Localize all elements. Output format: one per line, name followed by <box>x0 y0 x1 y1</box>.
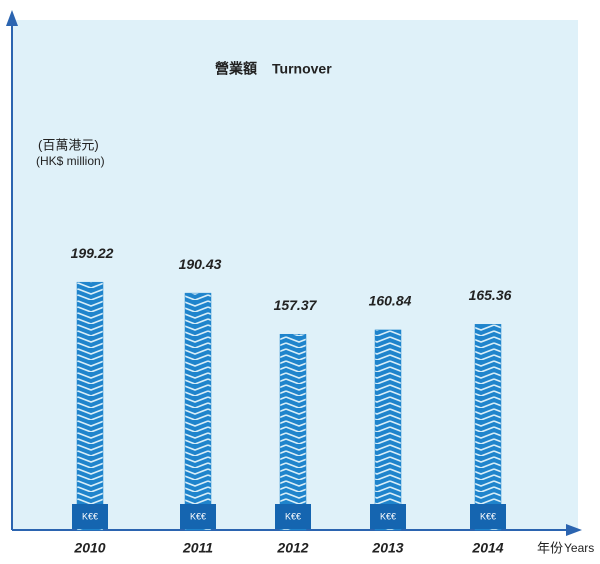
x-tick-label: 2012 <box>276 540 308 556</box>
value-label: 160.84 <box>369 293 412 309</box>
bar <box>474 324 502 531</box>
bar-badge: K€€ <box>190 511 206 521</box>
x-axis-label-en: Years <box>564 541 594 555</box>
bar <box>184 292 212 531</box>
x-tick-label: 2011 <box>182 540 213 556</box>
bar <box>279 333 307 531</box>
bar-badge: K€€ <box>82 511 98 521</box>
value-label: 165.36 <box>469 287 512 303</box>
value-label: 157.37 <box>274 297 318 313</box>
x-tick-label: 2014 <box>471 540 503 556</box>
y-axis-label: (百萬港元) <box>38 137 99 152</box>
bar-badge-box <box>275 504 311 529</box>
x-axis-label: 年份 <box>537 540 563 555</box>
bar-badge-box <box>72 504 108 529</box>
x-tick-label: 2010 <box>73 540 105 556</box>
bar-badge-box <box>470 504 506 529</box>
bar-badge: K€€ <box>480 511 496 521</box>
bar-badge-box <box>370 504 406 529</box>
bar <box>374 329 402 531</box>
value-label: 199.22 <box>71 245 114 261</box>
x-tick-label: 2013 <box>371 540 403 556</box>
y-axis-label-en: (HK$ million) <box>36 154 105 168</box>
bar-badge: K€€ <box>285 511 301 521</box>
bar-badge-box <box>180 504 216 529</box>
y-axis-arrow <box>6 10 18 26</box>
chart-title-en: Turnover <box>272 61 332 77</box>
value-label: 190.43 <box>179 256 222 272</box>
x-axis-arrow <box>566 524 582 536</box>
chart-title: 營業額 <box>215 61 257 77</box>
bar <box>76 281 104 531</box>
bar-badge: K€€ <box>380 511 396 521</box>
